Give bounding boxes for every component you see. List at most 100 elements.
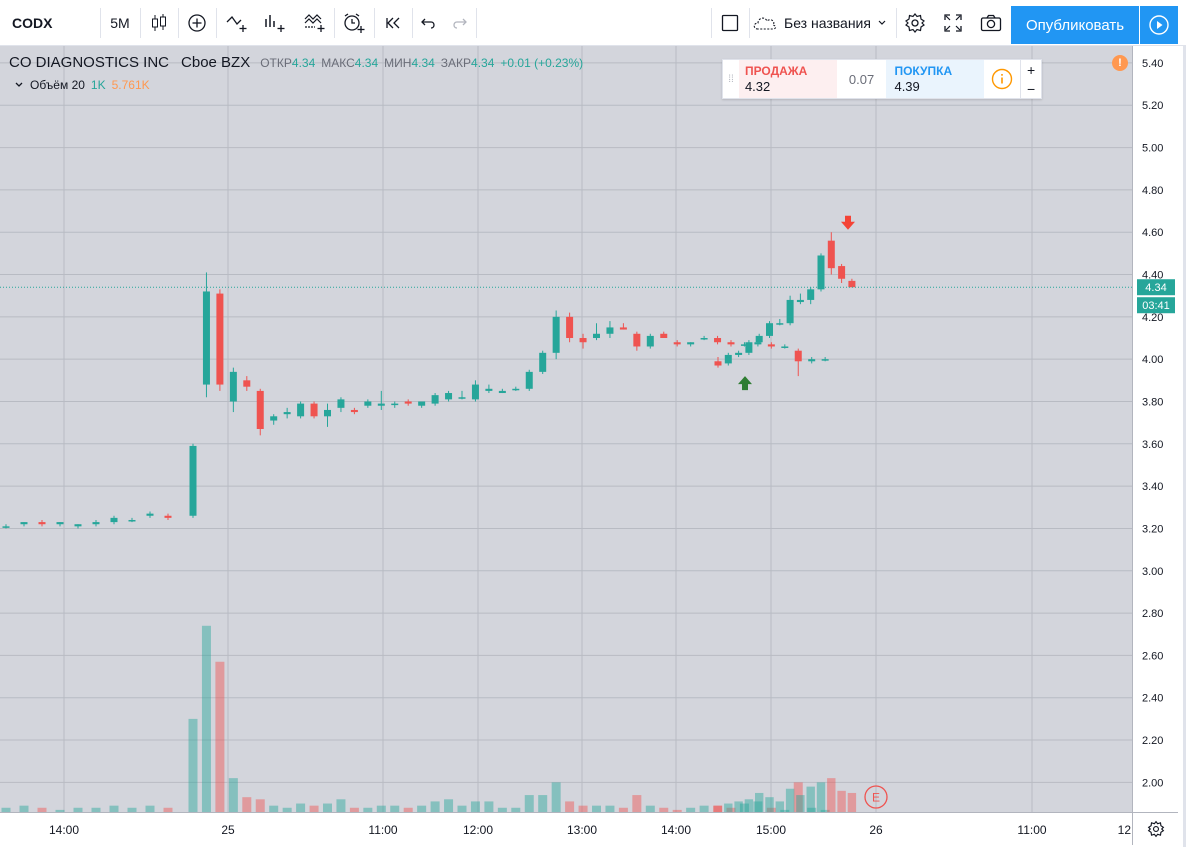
candle-body (794, 350, 802, 362)
info-icon[interactable] (984, 60, 1020, 98)
layout-icon[interactable] (713, 6, 747, 40)
toolbar-divider (178, 8, 179, 38)
redo-icon[interactable] (444, 6, 474, 40)
price-axis[interactable]: 5.40 5.20 5.00 4.80 4.60 4.40 4.20 4.00 3.80 3.60… (1132, 46, 1178, 812)
price-tick-label: 3.80 (1142, 396, 1163, 408)
earnings-marker[interactable]: E (864, 785, 888, 809)
candle-body (391, 403, 399, 406)
candle (794, 348, 802, 377)
candle-body (700, 338, 708, 340)
countdown-label: 03:41 (1142, 300, 1170, 312)
candle (512, 386, 520, 391)
interval-button[interactable]: 5M (110, 15, 130, 31)
indicators-icon[interactable] (220, 6, 254, 40)
candle-body (539, 352, 547, 372)
symbol-search-button[interactable]: CODX (12, 15, 53, 31)
volume-legend[interactable]: Объём 20 1K 5.761K (14, 78, 150, 92)
candle (673, 340, 681, 347)
candle-body (673, 342, 681, 345)
volume-bar (524, 795, 534, 812)
drag-handle-icon[interactable]: ⁞⁞ (728, 73, 734, 85)
plus-button[interactable]: + (1026, 61, 1036, 78)
time-tick-label: 11:00 (1017, 823, 1046, 837)
publish-button[interactable]: Опубликовать (1011, 6, 1139, 44)
templates-icon[interactable] (258, 6, 292, 40)
time-axis-labels: 14:00 25 11:00 12:00 13:00 14:00 15:00 26 11:00 1… (49, 823, 1131, 837)
candle (606, 321, 614, 339)
layout-name-button[interactable]: Без названия (752, 6, 898, 40)
legend-change: +0.01 (+0.23%) (500, 56, 584, 70)
candle (740, 342, 748, 347)
time-tick-label: 11:00 (368, 823, 397, 837)
volume-bar (457, 805, 467, 812)
alert-icon[interactable] (336, 6, 372, 40)
candle (146, 511, 154, 518)
layout-name: Без названия (784, 15, 871, 31)
last-price-badge: 4.34 03:41 (1137, 279, 1175, 314)
candle (766, 321, 773, 339)
legend-low-value: 4.34 (411, 56, 435, 70)
studies-icon[interactable] (298, 6, 332, 40)
quantity-stepper[interactable]: + − (1020, 60, 1041, 98)
volume-bar (551, 782, 561, 812)
camera-icon[interactable] (974, 6, 1008, 40)
candle (418, 401, 426, 408)
compare-icon[interactable] (180, 6, 214, 40)
candle (786, 295, 794, 326)
candle (821, 357, 829, 362)
volume-bar (336, 799, 346, 812)
candle (848, 278, 856, 288)
buy-button[interactable]: ПОКУПКА 4.39 (886, 60, 985, 98)
undo-icon[interactable] (414, 6, 444, 40)
candle (216, 289, 224, 391)
last-price-label: 4.34 (1145, 282, 1166, 294)
candle-body (606, 327, 614, 334)
volume-bar (269, 805, 279, 812)
price-tick-label: 3.40 (1142, 481, 1163, 493)
price-tick-label: 2.80 (1142, 608, 1163, 620)
chart-pane[interactable]: E (0, 46, 1132, 812)
candle-body (445, 393, 453, 400)
toolbar-divider (100, 8, 101, 38)
candle-body (256, 390, 264, 429)
candles-icon[interactable] (142, 6, 176, 40)
scrollbar[interactable] (1178, 46, 1186, 847)
replay-icon[interactable] (376, 6, 412, 40)
candle-body (404, 401, 412, 404)
sell-button[interactable]: ПРОДАЖА 4.32 (738, 60, 837, 98)
candle-body (74, 524, 82, 527)
candle (817, 253, 825, 292)
time-tick-label: 12:00 (463, 823, 493, 837)
volume-bar (201, 625, 211, 812)
collapse-chevron-icon[interactable] (14, 81, 24, 89)
legend-high-value: 4.34 (354, 56, 379, 70)
price-tick-label: 4.00 (1142, 354, 1163, 366)
warning-icon[interactable]: ! (1112, 55, 1128, 71)
candle (229, 367, 237, 413)
candle (755, 333, 763, 345)
minus-button[interactable]: − (1026, 80, 1036, 97)
volume-bar (73, 807, 83, 812)
candle-body (431, 395, 439, 404)
play-icon[interactable] (1140, 6, 1178, 44)
candle (579, 333, 587, 349)
candle (619, 323, 627, 330)
fullscreen-icon[interactable] (936, 6, 970, 40)
axis-settings-icon[interactable] (1132, 812, 1178, 845)
price-chart[interactable]: E (0, 46, 1132, 812)
candle-body (377, 403, 385, 406)
settings-icon[interactable] (898, 6, 932, 40)
volume-bar (744, 799, 754, 812)
candle-body (110, 517, 118, 523)
candle-body (324, 409, 331, 417)
candle-body (56, 522, 64, 525)
candle (796, 293, 804, 305)
volume-bar (713, 805, 723, 812)
price-tick-label: 2.20 (1142, 735, 1163, 747)
volume-bar (363, 807, 373, 812)
candle (128, 517, 136, 523)
time-tick-label: 13:00 (567, 823, 597, 837)
time-axis[interactable]: 14:00 25 11:00 12:00 13:00 14:00 15:00 26 11:00 1… (0, 812, 1132, 845)
candle-body (283, 412, 291, 415)
candle (2, 524, 10, 529)
